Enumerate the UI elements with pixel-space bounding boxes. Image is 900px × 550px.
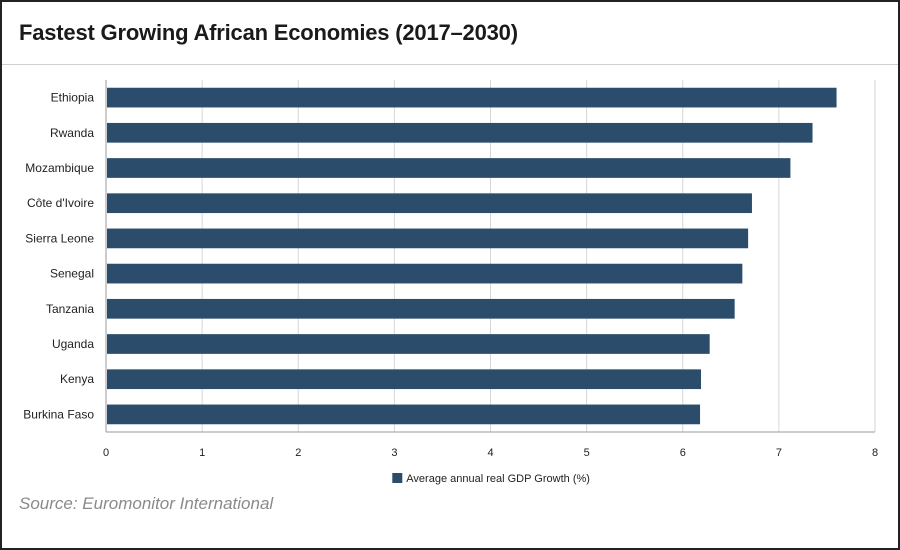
- category-label: Tanzania: [46, 302, 94, 316]
- bar: [107, 404, 701, 425]
- x-tick-label: 6: [680, 447, 686, 459]
- category-label: Ethiopia: [51, 91, 95, 105]
- bar: [107, 298, 735, 319]
- x-tick-label: 4: [487, 447, 493, 459]
- title-divider: [2, 64, 898, 65]
- x-tick-label: 3: [391, 447, 397, 459]
- bar: [107, 122, 813, 143]
- x-tick-label: 1: [199, 447, 205, 459]
- bar: [107, 334, 710, 354]
- category-label: Kenya: [60, 372, 94, 386]
- chart-title: Fastest Growing African Economies (2017–…: [19, 20, 518, 45]
- category-label: Senegal: [50, 267, 94, 281]
- x-tick-label: 5: [584, 447, 590, 459]
- category-label: Côte d'Ivoire: [27, 196, 94, 210]
- category-label: Sierra Leone: [25, 231, 94, 245]
- category-label: Uganda: [52, 337, 94, 351]
- category-label: Burkina Faso: [23, 407, 94, 421]
- category-label: Mozambique: [25, 161, 94, 175]
- x-tick-label: 8: [872, 447, 878, 459]
- x-tick-label: 2: [295, 447, 301, 459]
- bar: [107, 87, 837, 108]
- x-tick-label: 0: [103, 447, 109, 459]
- bar: [107, 158, 791, 178]
- legend-label: Average annual real GDP Growth (%): [406, 473, 590, 485]
- bar: [107, 193, 752, 214]
- x-tick-label: 7: [776, 447, 782, 459]
- category-label: Rwanda: [50, 126, 94, 140]
- source-note: Source: Euromonitor International: [19, 494, 274, 513]
- bar: [107, 228, 749, 249]
- bar: [107, 369, 702, 390]
- legend-swatch: [392, 473, 403, 483]
- bar: [107, 263, 743, 284]
